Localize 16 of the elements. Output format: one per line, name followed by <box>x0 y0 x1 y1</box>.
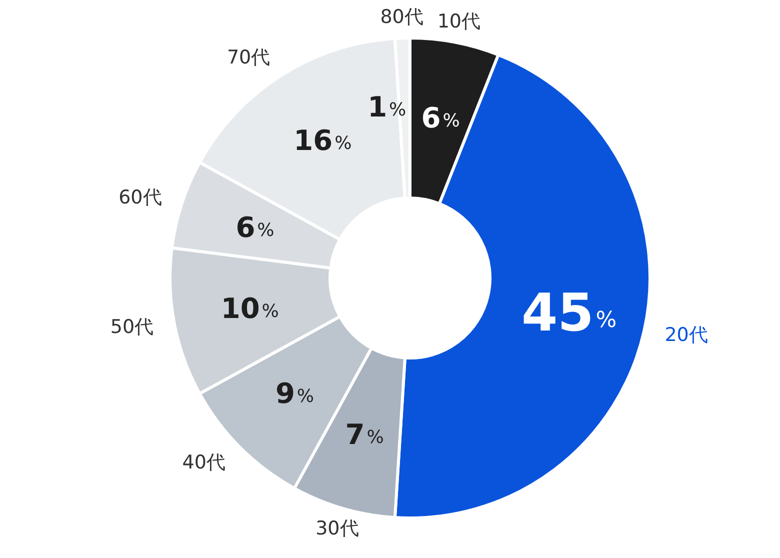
data-label: 1% <box>368 90 406 124</box>
slice-label: 10代 <box>437 10 480 33</box>
data-label: 10% <box>220 292 279 326</box>
slice-label: 40代 <box>182 452 226 474</box>
slice-label: 70代 <box>226 46 270 69</box>
slice-label: 60代 <box>118 186 162 208</box>
data-label: 6% <box>421 101 460 134</box>
slice-label: 80代 <box>380 6 424 28</box>
data-label: 16% <box>294 124 352 157</box>
data-label: 6% <box>236 211 274 244</box>
data-label: 45% <box>521 284 617 344</box>
slice-label: 50代 <box>110 316 154 338</box>
slice-label: 20代 <box>664 324 708 346</box>
data-label: 7% <box>345 418 384 452</box>
data-label: 9% <box>275 376 314 410</box>
slice-label: 30代 <box>316 518 359 540</box>
